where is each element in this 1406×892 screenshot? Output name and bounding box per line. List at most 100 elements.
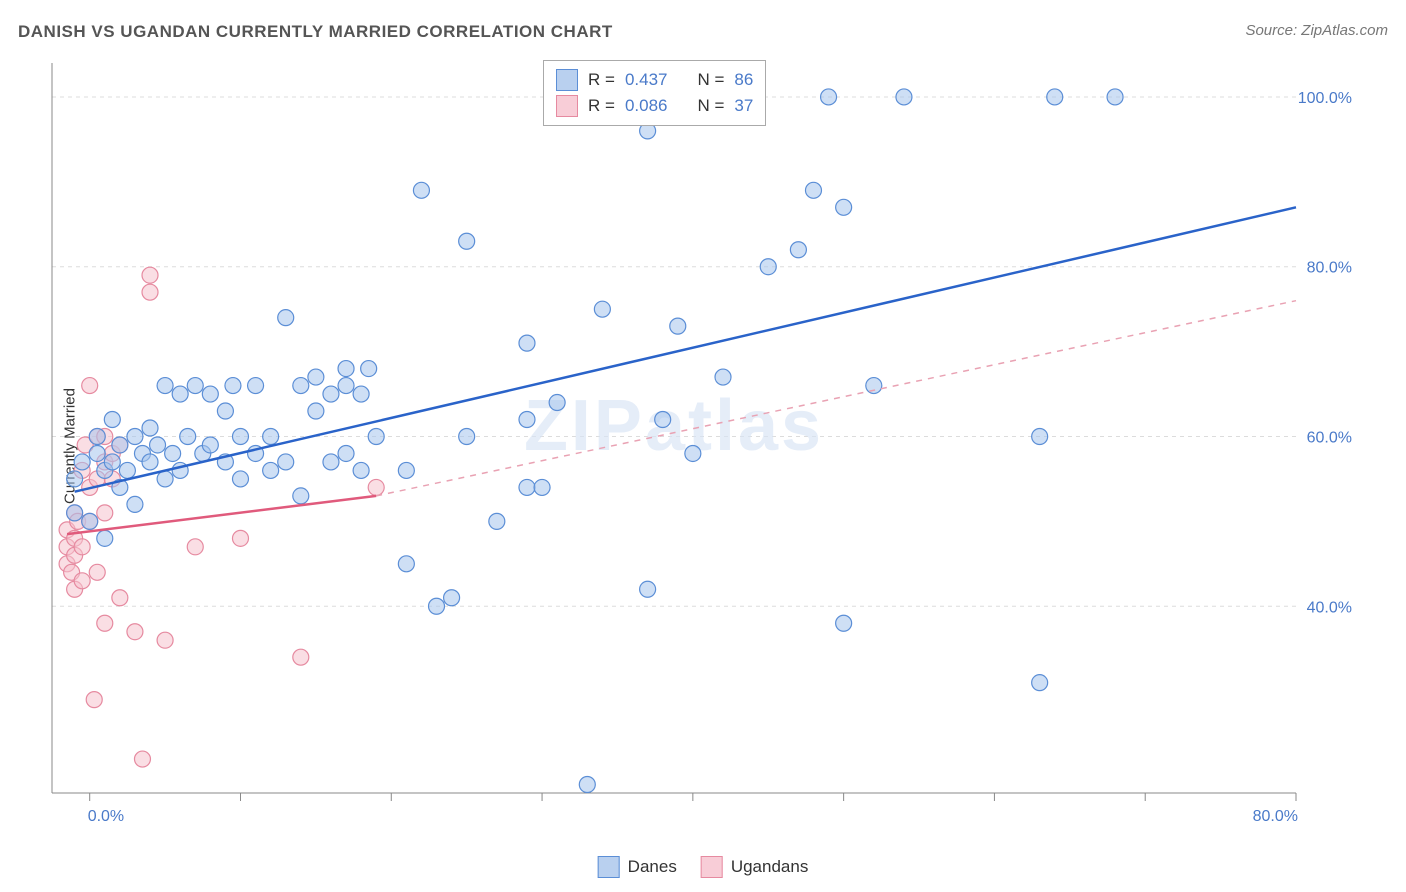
data-point <box>89 428 105 444</box>
data-point <box>232 428 248 444</box>
data-point <box>836 199 852 215</box>
data-point <box>805 182 821 198</box>
data-point <box>67 505 83 521</box>
data-point <box>157 378 173 394</box>
y-tick-label: 40.0% <box>1307 599 1352 616</box>
data-point <box>821 89 837 105</box>
data-point <box>1107 89 1123 105</box>
data-point <box>202 437 218 453</box>
data-point <box>89 564 105 580</box>
data-point <box>1032 675 1048 691</box>
data-point <box>308 403 324 419</box>
data-point <box>489 513 505 529</box>
data-point <box>232 471 248 487</box>
data-point <box>82 378 98 394</box>
data-point <box>640 581 656 597</box>
data-point <box>157 471 173 487</box>
data-point <box>278 310 294 326</box>
data-point <box>579 777 595 793</box>
data-point <box>104 412 120 428</box>
data-point <box>413 182 429 198</box>
data-point <box>150 437 166 453</box>
n-label: N = <box>697 96 724 116</box>
data-point <box>187 539 203 555</box>
data-point <box>519 479 535 495</box>
data-point <box>836 615 852 631</box>
data-point <box>338 445 354 461</box>
data-point <box>685 445 701 461</box>
stats-row: R = 0.437N = 86 <box>556 67 753 93</box>
data-point <box>89 445 105 461</box>
series-swatch <box>556 95 578 117</box>
data-point <box>398 556 414 572</box>
data-point <box>429 598 445 614</box>
data-point <box>82 513 98 529</box>
source-attribution: Source: ZipAtlas.com <box>1245 22 1388 39</box>
data-point <box>459 233 475 249</box>
data-point <box>67 471 83 487</box>
data-point <box>74 573 90 589</box>
legend-label: Ugandans <box>731 857 809 877</box>
data-point <box>398 462 414 478</box>
data-point <box>368 479 384 495</box>
stats-legend-box: R = 0.437N = 86 R = 0.086 N = 37 <box>543 60 766 126</box>
data-point <box>896 89 912 105</box>
data-point <box>444 590 460 606</box>
data-point <box>308 369 324 385</box>
series-swatch <box>598 856 620 878</box>
data-point <box>127 428 143 444</box>
data-point <box>127 496 143 512</box>
data-point <box>655 412 671 428</box>
data-point <box>323 386 339 402</box>
legend-item: Danes <box>598 856 677 878</box>
data-point <box>278 454 294 470</box>
r-value: 0.086 <box>625 96 668 116</box>
n-value: 37 <box>734 96 753 116</box>
data-point <box>368 428 384 444</box>
data-point <box>534 479 550 495</box>
r-value: 0.437 <box>625 70 668 90</box>
data-point <box>217 403 233 419</box>
r-label: R = <box>588 96 615 116</box>
series-swatch <box>701 856 723 878</box>
data-point <box>134 751 150 767</box>
chart-container: DANISH VS UGANDAN CURRENTLY MARRIED CORR… <box>0 0 1406 892</box>
data-point <box>263 462 279 478</box>
data-point <box>142 284 158 300</box>
data-point <box>86 692 102 708</box>
data-point <box>549 395 565 411</box>
data-point <box>361 361 377 377</box>
trend-line-extrapolated <box>376 301 1296 496</box>
scatter-plot: 40.0%60.0%80.0%100.0%0.0%80.0%ZIPatlas <box>48 55 1388 835</box>
series-legend: Danes Ugandans <box>598 856 809 878</box>
series-swatch <box>556 69 578 91</box>
data-point <box>142 454 158 470</box>
data-point <box>225 378 241 394</box>
data-point <box>165 445 181 461</box>
data-point <box>127 624 143 640</box>
data-point <box>866 378 882 394</box>
data-point <box>293 649 309 665</box>
data-point <box>248 378 264 394</box>
data-point <box>338 361 354 377</box>
x-tick-label: 80.0% <box>1253 808 1298 825</box>
n-value: 86 <box>734 70 753 90</box>
data-point <box>293 488 309 504</box>
data-point <box>338 378 354 394</box>
data-point <box>112 437 128 453</box>
data-point <box>74 454 90 470</box>
data-point <box>715 369 731 385</box>
data-point <box>670 318 686 334</box>
data-point <box>519 335 535 351</box>
legend-label: Danes <box>628 857 677 877</box>
data-point <box>97 505 113 521</box>
data-point <box>353 462 369 478</box>
watermark: ZIPatlas <box>524 386 824 466</box>
data-point <box>172 386 188 402</box>
data-point <box>232 530 248 546</box>
data-point <box>459 428 475 444</box>
stats-row: R = 0.086 N = 37 <box>556 93 753 119</box>
y-tick-label: 100.0% <box>1298 90 1352 107</box>
data-point <box>97 530 113 546</box>
data-point <box>263 428 279 444</box>
